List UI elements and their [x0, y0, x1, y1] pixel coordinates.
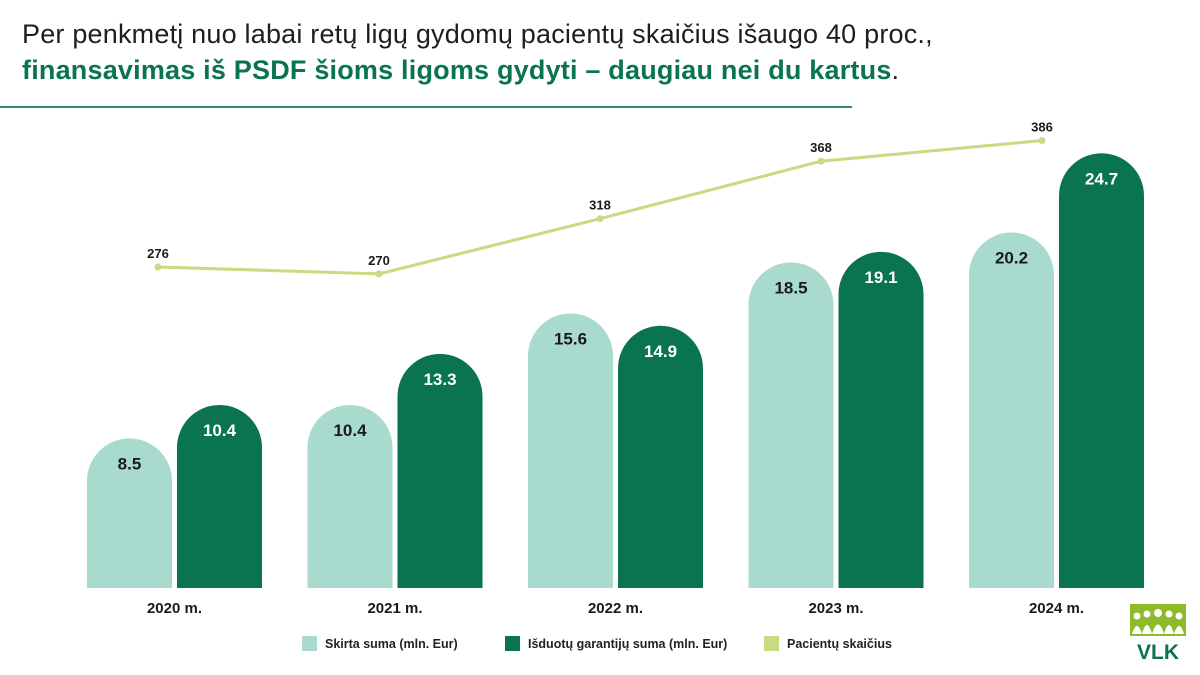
data-label-spent: 19.1 — [864, 268, 897, 287]
bar-allocated — [307, 404, 393, 588]
data-label-patients: 276 — [147, 246, 169, 261]
bar-spent — [618, 325, 703, 588]
data-label-allocated: 18.5 — [774, 278, 807, 297]
legend: Skirta suma (mln. Eur) Išduotų garantijų… — [0, 636, 1200, 656]
category-label: 2024 m. — [1029, 600, 1084, 617]
category-label: 2023 m. — [808, 600, 863, 617]
legend-swatch-patients — [764, 636, 779, 651]
bar-spent — [1059, 153, 1144, 588]
bar-allocated — [969, 232, 1054, 588]
title-highlight: finansavimas iš PSDF šioms ligoms gydyti… — [22, 55, 892, 85]
data-label-allocated: 20.2 — [995, 248, 1028, 267]
data-label-spent: 10.4 — [203, 421, 237, 440]
category-label: 2021 m. — [367, 600, 422, 617]
data-label-patients: 318 — [589, 198, 611, 213]
bar-spent — [177, 404, 262, 588]
logo-text: VLK — [1137, 641, 1179, 662]
title-end: . — [891, 55, 900, 85]
logo-figures — [1132, 609, 1184, 634]
data-label-spent: 14.9 — [644, 342, 677, 361]
chart-title: Per penkmetį nuo labai retų ligų gydomų … — [22, 16, 1122, 88]
category-label: 2022 m. — [588, 600, 643, 617]
data-label-allocated: 8.5 — [118, 454, 142, 473]
data-label-allocated: 10.4 — [333, 421, 367, 440]
category-label: 2020 m. — [147, 600, 202, 617]
legend-label-allocated: Skirta suma (mln. Eur) — [325, 636, 458, 651]
legend-label-spent: Išduotų garantijų suma (mln. Eur) — [528, 636, 728, 651]
legend-swatch-spent — [505, 636, 520, 651]
bar-allocated — [748, 262, 834, 588]
bar-allocated — [528, 313, 613, 588]
legend-item-patients: Pacientų skaičius — [764, 636, 892, 651]
patients-point — [817, 157, 825, 165]
bar-allocated — [87, 438, 172, 588]
title-line-1: Per penkmetį nuo labai retų ligų gydomų … — [22, 19, 933, 49]
legend-item-allocated: Skirta suma (mln. Eur) — [302, 636, 458, 651]
bar-spent — [838, 251, 924, 588]
bar-spent — [397, 353, 483, 588]
data-label-allocated: 15.6 — [554, 329, 587, 348]
data-label-patients: 368 — [810, 140, 832, 155]
data-label-patients: 386 — [1031, 120, 1053, 135]
legend-label-patients: Pacientų skaičius — [787, 636, 892, 651]
legend-swatch-allocated — [302, 636, 317, 651]
patients-point — [154, 263, 162, 271]
patients-point — [596, 215, 604, 223]
title-divider — [0, 106, 852, 108]
legend-item-spent: Išduotų garantijų suma (mln. Eur) — [505, 636, 727, 651]
vlk-logo: VLK — [1130, 604, 1186, 662]
title-line-2: finansavimas iš PSDF šioms ligoms gydyti… — [22, 52, 1122, 88]
data-label-spent: 24.7 — [1085, 169, 1118, 188]
patients-point — [375, 270, 383, 278]
data-label-spent: 13.3 — [423, 370, 456, 389]
patients-point — [1038, 137, 1046, 144]
data-label-patients: 270 — [368, 253, 390, 268]
